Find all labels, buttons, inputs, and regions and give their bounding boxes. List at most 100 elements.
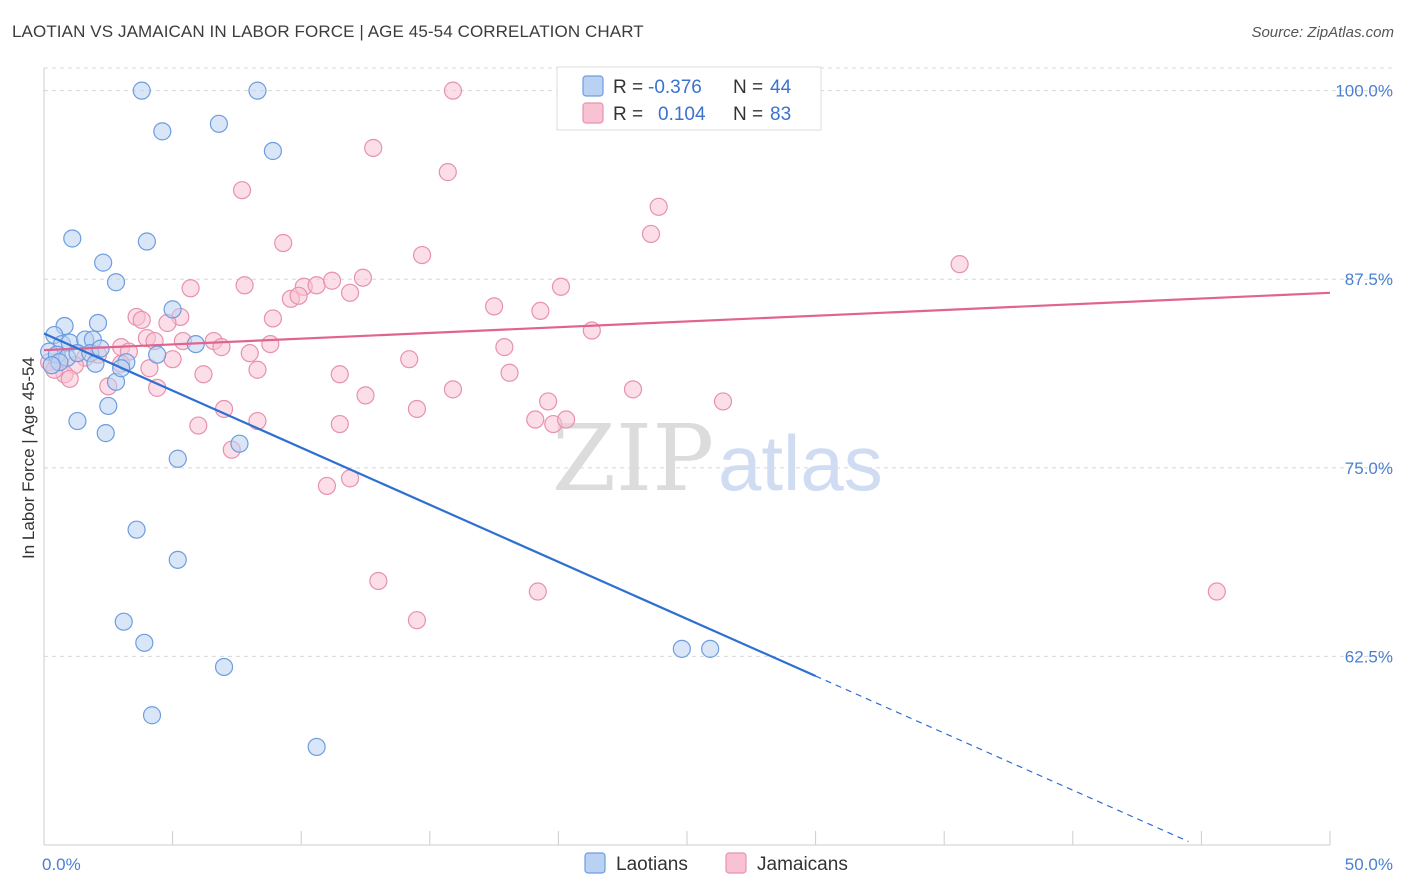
jamaican-point — [528, 582, 547, 601]
laotian-point — [137, 232, 156, 251]
jamaican-point — [500, 363, 519, 382]
x-tick-labels: 0.0% 50.0% — [42, 855, 1393, 874]
jamaican-point — [356, 386, 375, 405]
laotian-point — [135, 633, 154, 652]
jamaican-point — [194, 365, 213, 384]
jamaican-point — [649, 197, 668, 216]
jamaican-point — [248, 360, 267, 379]
grid-lines — [44, 67, 1395, 657]
laotian-point — [127, 520, 146, 539]
jamaican-point — [232, 181, 252, 200]
x-tick-label-0: 0.0% — [42, 855, 81, 874]
jamaican-point — [261, 334, 280, 354]
y-tick-label-0: 62.5% — [1345, 647, 1393, 666]
jamaican-point — [369, 571, 388, 591]
laotian-point — [99, 396, 118, 416]
jamaican-point — [248, 411, 267, 431]
laotian-legend-swatch — [584, 852, 606, 874]
jamaican-point — [289, 286, 308, 305]
y-tick-label-1: 75.0% — [1345, 459, 1393, 478]
laotian-point — [96, 424, 115, 443]
jamaican-point — [330, 414, 349, 434]
laotian-point — [132, 81, 151, 100]
jamaican-point — [364, 138, 383, 158]
laotian-point — [672, 639, 691, 658]
jamaican-point — [274, 233, 293, 253]
laotian-point — [230, 434, 249, 453]
jamaican-r-label: R = — [613, 104, 643, 125]
jamaican-point — [412, 245, 432, 265]
jamaican-point — [132, 310, 151, 330]
laotian-point — [209, 114, 228, 133]
trend-lines — [43, 291, 1331, 843]
jamaican-point — [443, 380, 463, 399]
y-axis-label: In Labor Force | Age 45-54 — [19, 357, 38, 559]
jamaican-point — [240, 344, 259, 363]
jamaican-point — [539, 392, 558, 411]
jamaican-swatch — [582, 102, 604, 124]
watermark-atlas: atlas — [718, 419, 883, 507]
jamaican-point — [438, 163, 457, 182]
jamaican-point — [317, 476, 337, 496]
laotian-point — [114, 612, 133, 631]
y-tick-label-2: 87.5% — [1345, 270, 1393, 289]
jamaican-point — [400, 350, 419, 369]
jamaican-r-value: 0.104 — [658, 104, 706, 125]
source-credit: Source: ZipAtlas.com — [1251, 24, 1394, 41]
jamaican-legend-label: Jamaicans — [757, 854, 848, 875]
y-tick-labels: 62.5% 75.0% 87.5% 100.0% — [1335, 82, 1393, 667]
jamaican-point — [531, 301, 550, 321]
axes — [43, 68, 1331, 846]
jamaican-point — [485, 297, 504, 316]
watermark-zip: ZIP — [552, 405, 714, 512]
laotian-n-label: N = — [733, 77, 763, 98]
jamaican-points — [40, 81, 1226, 630]
watermark: ZIP atlas — [552, 405, 883, 512]
jamaican-point — [263, 309, 283, 328]
laotian-trend-extension — [815, 675, 1189, 843]
chart-title: LAOTIAN VS JAMAICAN IN LABOR FORCE | AGE… — [12, 22, 644, 41]
jamaican-legend-swatch — [725, 852, 747, 874]
laotian-legend-label: Laotians — [616, 854, 688, 875]
bottom-legend: Laotians Jamaicans — [584, 852, 848, 875]
jamaican-point — [307, 276, 326, 295]
jamaican-point — [407, 611, 427, 630]
laotian-point — [263, 141, 283, 161]
laotian-point — [68, 411, 87, 431]
x-tick-label-1: 50.0% — [1345, 855, 1393, 874]
jamaican-n-value: 83 — [770, 104, 791, 125]
jamaican-point — [641, 224, 661, 244]
laotian-r-label: R = — [613, 77, 643, 98]
jamaican-point — [623, 380, 643, 399]
jamaican-n-label: N = — [733, 104, 763, 125]
laotian-swatch — [582, 75, 604, 97]
jamaican-point — [551, 277, 571, 296]
jamaican-point — [181, 279, 200, 298]
laotian-point — [42, 356, 61, 375]
laotian-point — [168, 449, 187, 468]
laotian-point — [168, 550, 187, 569]
laotian-point — [142, 706, 162, 725]
jamaican-point — [60, 369, 79, 388]
jamaican-point — [235, 276, 254, 295]
laotian-point — [214, 657, 234, 677]
laotian-point — [701, 639, 720, 658]
jamaican-point — [189, 416, 208, 435]
stats-legend: R = -0.376 N = 44 R = 0.104 N = 83 — [556, 66, 822, 131]
jamaican-point — [1207, 582, 1226, 601]
jamaican-point — [950, 255, 969, 274]
jamaican-point — [340, 283, 360, 302]
laotian-point — [163, 300, 182, 319]
jamaican-point — [163, 350, 182, 369]
jamaican-point — [407, 399, 427, 419]
laotian-point — [106, 273, 126, 292]
jamaican-point — [330, 365, 349, 384]
jamaican-point — [526, 410, 545, 429]
laotian-point — [148, 345, 167, 364]
laotian-points — [40, 81, 720, 757]
jamaican-point — [443, 81, 463, 100]
jamaican-point — [495, 338, 514, 357]
laotian-point — [153, 122, 172, 141]
laotian-point — [248, 81, 267, 100]
